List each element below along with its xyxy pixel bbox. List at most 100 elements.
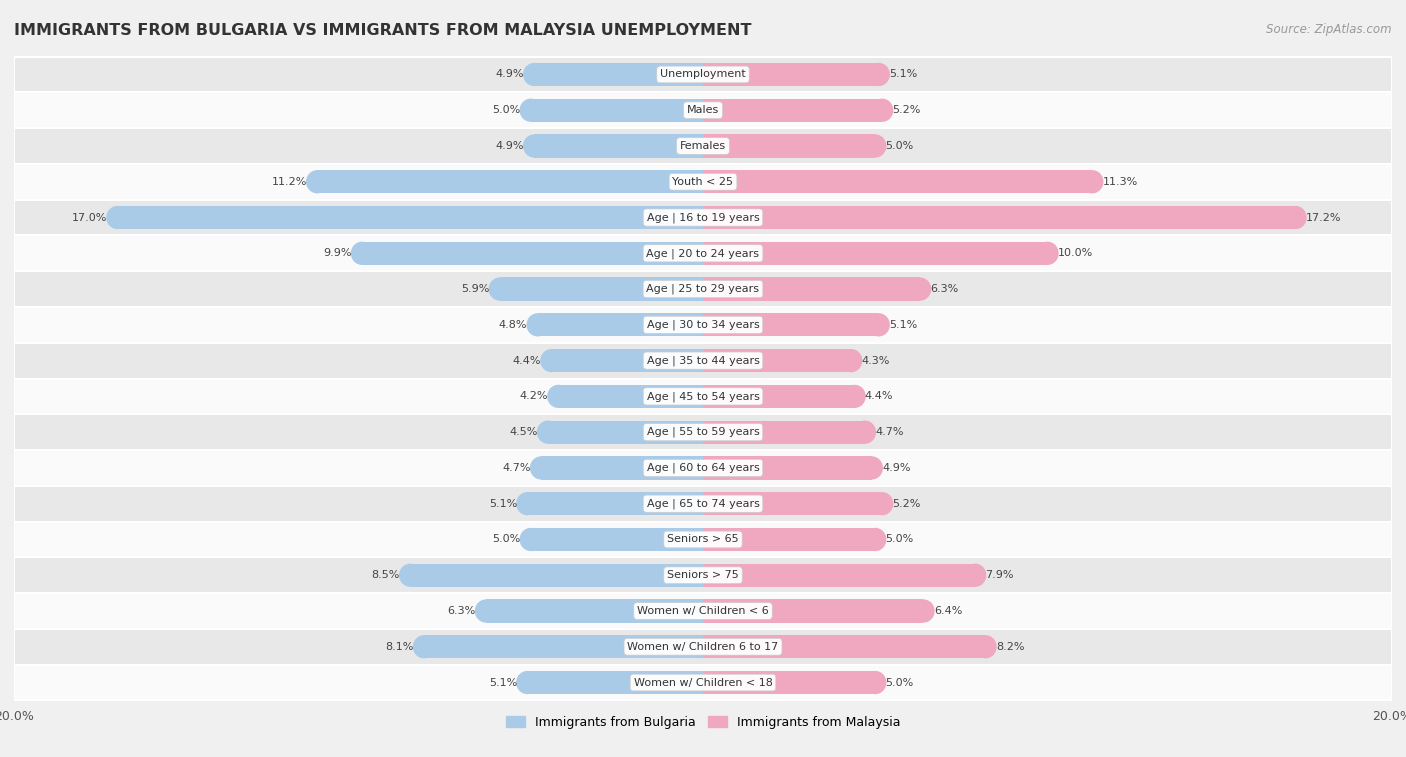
Bar	[117, 206, 703, 229]
Text: Age | 20 to 24 years: Age | 20 to 24 years	[647, 248, 759, 259]
Bar	[541, 456, 703, 479]
Text: 4.5%: 4.5%	[509, 427, 537, 437]
Text: 8.2%: 8.2%	[995, 642, 1025, 652]
Bar	[703, 385, 855, 408]
Bar	[548, 421, 703, 444]
Bar	[703, 421, 865, 444]
Circle shape	[523, 135, 546, 157]
Circle shape	[908, 278, 931, 301]
Circle shape	[912, 600, 935, 623]
Circle shape	[526, 313, 548, 336]
Circle shape	[516, 492, 538, 516]
Text: 9.9%: 9.9%	[323, 248, 352, 258]
Bar	[703, 170, 1092, 193]
Text: 17.2%: 17.2%	[1306, 213, 1341, 223]
Text: 4.9%: 4.9%	[495, 70, 524, 79]
FancyBboxPatch shape	[14, 128, 1392, 164]
Text: 5.0%: 5.0%	[492, 105, 520, 115]
Bar	[527, 671, 703, 694]
Bar	[703, 564, 976, 587]
Text: Age | 16 to 19 years: Age | 16 to 19 years	[647, 212, 759, 223]
FancyBboxPatch shape	[14, 343, 1392, 378]
Text: Age | 30 to 34 years: Age | 30 to 34 years	[647, 319, 759, 330]
Text: Age | 25 to 29 years: Age | 25 to 29 years	[647, 284, 759, 294]
Text: 5.1%: 5.1%	[489, 499, 517, 509]
Text: 4.7%: 4.7%	[502, 463, 531, 473]
Circle shape	[520, 98, 541, 122]
Bar	[703, 492, 882, 516]
Text: 5.2%: 5.2%	[893, 105, 921, 115]
FancyBboxPatch shape	[14, 378, 1392, 414]
Bar	[703, 456, 872, 479]
Text: Males: Males	[688, 105, 718, 115]
Circle shape	[974, 635, 997, 659]
Circle shape	[853, 421, 876, 444]
Bar	[537, 313, 703, 336]
Bar	[703, 278, 920, 301]
Legend: Immigrants from Bulgaria, Immigrants from Malaysia: Immigrants from Bulgaria, Immigrants fro…	[501, 711, 905, 734]
Text: 5.0%: 5.0%	[886, 141, 914, 151]
Text: 6.4%: 6.4%	[934, 606, 962, 616]
Text: 7.9%: 7.9%	[986, 570, 1014, 580]
Circle shape	[475, 600, 498, 623]
Circle shape	[965, 564, 987, 587]
Bar	[527, 492, 703, 516]
Circle shape	[870, 492, 893, 516]
FancyBboxPatch shape	[14, 164, 1392, 200]
Bar	[703, 98, 882, 122]
Text: Age | 35 to 44 years: Age | 35 to 44 years	[647, 355, 759, 366]
Circle shape	[839, 349, 862, 372]
FancyBboxPatch shape	[14, 92, 1392, 128]
Bar	[703, 241, 1047, 265]
FancyBboxPatch shape	[14, 235, 1392, 271]
Circle shape	[399, 564, 422, 587]
Bar	[703, 349, 851, 372]
Bar	[534, 63, 703, 86]
Bar	[558, 385, 703, 408]
Circle shape	[350, 241, 373, 265]
Circle shape	[307, 170, 329, 193]
Text: IMMIGRANTS FROM BULGARIA VS IMMIGRANTS FROM MALAYSIA UNEMPLOYMENT: IMMIGRANTS FROM BULGARIA VS IMMIGRANTS F…	[14, 23, 752, 38]
Text: 4.9%: 4.9%	[882, 463, 911, 473]
FancyBboxPatch shape	[14, 307, 1392, 343]
Text: Age | 55 to 59 years: Age | 55 to 59 years	[647, 427, 759, 438]
Bar	[531, 98, 703, 122]
Text: 11.3%: 11.3%	[1102, 177, 1137, 187]
Circle shape	[1081, 170, 1104, 193]
Text: 5.9%: 5.9%	[461, 284, 489, 294]
Text: 10.0%: 10.0%	[1057, 248, 1092, 258]
Bar	[703, 528, 875, 551]
FancyBboxPatch shape	[14, 200, 1392, 235]
Text: 6.3%: 6.3%	[447, 606, 475, 616]
Text: Females: Females	[681, 141, 725, 151]
Text: 6.3%: 6.3%	[931, 284, 959, 294]
Bar	[703, 600, 924, 622]
Text: 8.5%: 8.5%	[371, 570, 399, 580]
Text: Unemployment: Unemployment	[661, 70, 745, 79]
Circle shape	[520, 528, 541, 551]
Text: Seniors > 65: Seniors > 65	[668, 534, 738, 544]
Circle shape	[540, 349, 562, 372]
Circle shape	[1284, 206, 1306, 229]
Text: 4.4%: 4.4%	[513, 356, 541, 366]
Circle shape	[488, 278, 510, 301]
Circle shape	[844, 385, 866, 408]
Text: 5.1%: 5.1%	[889, 70, 917, 79]
FancyBboxPatch shape	[14, 629, 1392, 665]
Text: 4.2%: 4.2%	[519, 391, 548, 401]
Circle shape	[868, 63, 890, 86]
Circle shape	[537, 421, 560, 444]
Circle shape	[868, 313, 890, 336]
Bar	[551, 349, 703, 372]
Text: 4.4%: 4.4%	[865, 391, 893, 401]
FancyBboxPatch shape	[14, 593, 1392, 629]
Circle shape	[107, 206, 128, 229]
FancyBboxPatch shape	[14, 414, 1392, 450]
Circle shape	[870, 98, 893, 122]
Bar	[703, 671, 875, 694]
FancyBboxPatch shape	[14, 486, 1392, 522]
Circle shape	[865, 671, 886, 694]
Bar	[425, 635, 703, 659]
Text: Women w/ Children 6 to 17: Women w/ Children 6 to 17	[627, 642, 779, 652]
Text: Seniors > 75: Seniors > 75	[666, 570, 740, 580]
